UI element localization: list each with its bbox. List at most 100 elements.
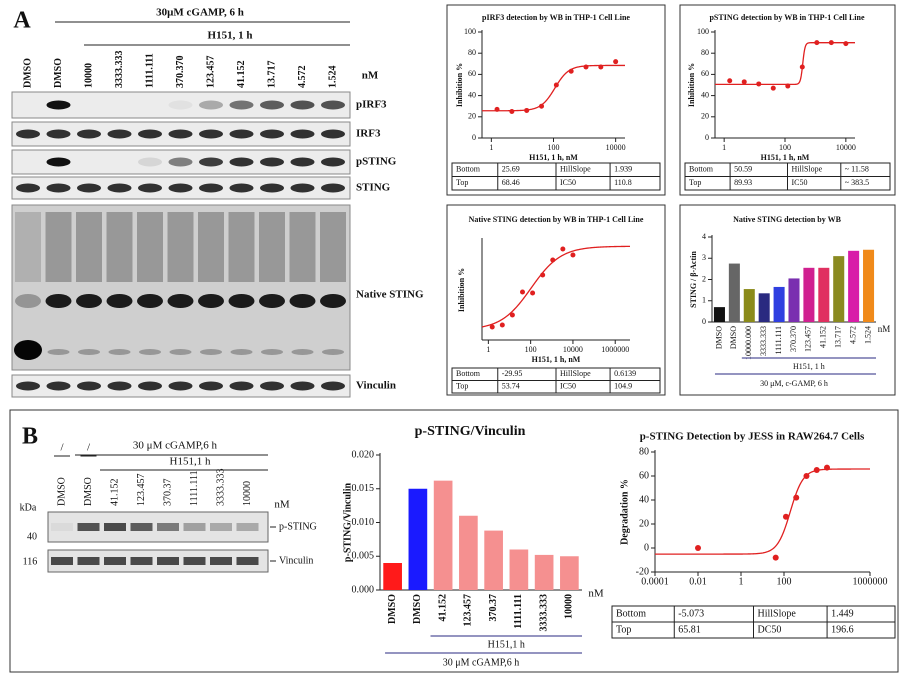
lane-label: 10000 [83,63,94,88]
chart-frame [446,4,666,196]
y-tick-label: 20 [468,112,476,121]
blot-band [290,100,315,110]
x-tick-label: 100 [548,143,560,152]
blot-band [261,349,283,355]
blot-row-label: p-STING [279,521,317,532]
bar [560,556,579,590]
data-point [813,467,820,473]
y-axis-label: Inhibition % [457,268,466,312]
y-tick-label: 40 [639,494,649,505]
treatment-label: 30μM cGAMP, 6 h [156,7,244,19]
blot-band [106,294,133,308]
data-point [828,40,834,46]
bar [788,278,800,322]
data-point [695,545,701,551]
bar [743,289,755,322]
blot-row-label: IRF3 [356,128,381,140]
y-tick-label: 60 [639,470,649,481]
y-tick-label: 2 [702,274,706,283]
group-label: H151,1 h [488,639,525,650]
blot-band [290,381,315,391]
blot-band [157,557,179,565]
bar [713,307,725,322]
bar [833,256,845,322]
y-tick-label: 60 [701,69,709,78]
blot-smear [228,212,255,282]
table-cell: 1.939 [614,165,632,174]
fit-curve [481,245,631,328]
x-tick-label: 1000000 [601,345,629,354]
data-point [494,106,500,112]
table-cell: HillSlope [560,369,591,378]
blot-band [290,129,315,139]
blot-band [168,100,193,110]
data-point [741,79,747,85]
blot-band [199,100,223,110]
y-tick-label: 20 [701,112,709,121]
blot-band [78,349,100,355]
blot-band [46,381,71,391]
blot-band [199,157,223,167]
blot-band [169,349,192,355]
y-tick-label: 0.000 [352,584,375,595]
data-point [489,324,495,330]
table-cell: Top [616,624,631,635]
data-point [727,78,733,84]
data-point [570,252,576,258]
table-cell: HillSlope [758,608,797,619]
blot-band [167,294,194,308]
data-point [553,82,559,88]
data-point [509,109,515,114]
table-cell: 68.46 [502,178,520,187]
blot-band [46,100,71,110]
x-tick-label: 41.152 [819,326,828,348]
bar [484,530,503,590]
blot-smear [15,212,41,282]
table-cell: 53.74 [502,382,520,391]
lane-label: DMSO [56,477,67,506]
blot-band [229,381,254,391]
blot-band [229,100,254,110]
blot-band [210,523,232,531]
data-point [843,41,849,47]
blot-band [236,523,259,531]
blot-band [46,183,71,193]
y-tick-label: 0.015 [352,483,375,494]
blot-band [77,183,101,193]
blot-band [168,381,193,391]
y-tick-label: 40 [701,90,709,99]
blot-band [321,100,345,110]
marker-label: 40 [27,531,37,542]
blot-band [130,557,153,565]
x-tick-label: 100 [779,143,791,152]
blot-band [259,294,285,308]
table-cell: 196.6 [831,624,854,635]
blot-band [130,523,153,531]
lane-label: DMSO [22,58,33,88]
x-tick-label: 41.152 [437,594,448,622]
blot-smear [106,212,133,282]
lane-label: 123.457 [136,474,147,507]
table-cell: 1.449 [831,608,854,619]
blot-band [108,349,131,355]
bar [758,293,770,322]
marker-label: 116 [23,556,38,567]
y-axis-label: Inhibition % [687,63,696,107]
table-cell: IC50 [560,178,576,187]
blot-band [16,183,40,193]
table-cell: -29.95 [502,369,523,378]
table-cell: HillSlope [792,165,823,174]
panel-b-frame [9,409,899,673]
blot-row-label: pIRF3 [356,99,387,111]
lane-label: 123.457 [205,56,216,89]
blot-band [104,557,126,565]
blot-band [199,129,223,139]
blot-row-label: Vinculin [279,555,313,566]
blot-band [16,129,40,139]
control-label: / [60,442,64,454]
data-point [598,64,604,70]
y-tick-label: 1 [702,296,706,305]
table-cell: 50.59 [734,165,752,174]
unit-label: nM [588,588,604,600]
